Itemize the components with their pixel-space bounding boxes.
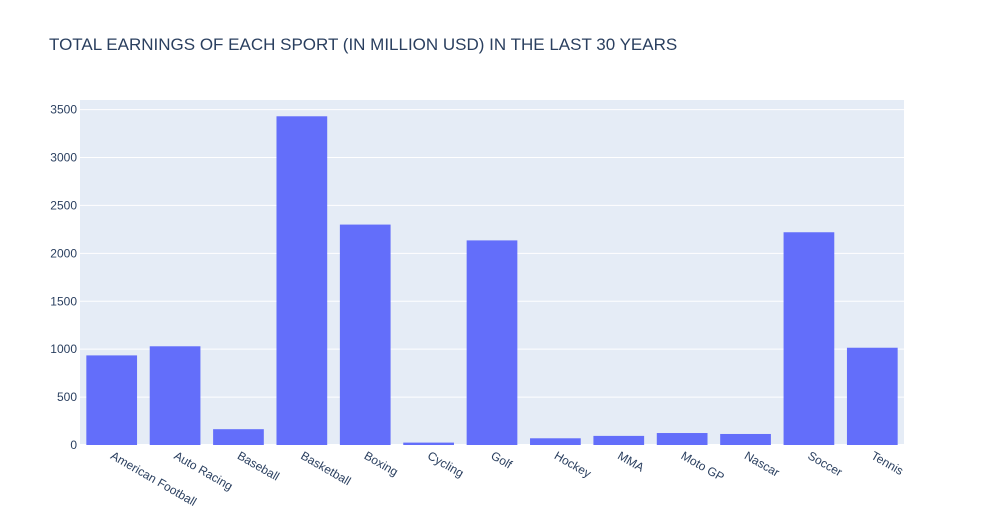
y-tick-label: 0: [70, 438, 77, 452]
bar: [783, 232, 835, 445]
x-tick-label: Soccer: [805, 448, 844, 479]
bar: [720, 433, 771, 445]
bar: [530, 438, 581, 445]
chart-title: TOTAL EARNINGS OF EACH SPORT (IN MILLION…: [49, 35, 677, 54]
bar: [339, 224, 391, 445]
x-tick-label: Golf: [489, 448, 516, 471]
x-tick-label: Moto GP: [679, 448, 727, 484]
y-tick-label: 3000: [50, 151, 77, 165]
x-tick-label: Baseball: [235, 448, 282, 483]
y-tick-label: 500: [57, 390, 77, 404]
x-tick-label: Hockey: [552, 448, 594, 480]
y-axis-tick-labels: 0 500 1000 1500 2000 2500 3000 3500: [50, 103, 77, 452]
x-tick-label: Basketball: [298, 448, 353, 488]
bar: [846, 347, 898, 445]
bar: [276, 116, 328, 446]
bar: [656, 433, 708, 445]
x-tick-label: Cycling: [425, 448, 466, 480]
y-tick-label: 2500: [50, 198, 77, 212]
x-tick-label: Boxing: [362, 448, 401, 478]
bar: [86, 355, 138, 445]
x-tick-label: Tennis: [869, 448, 906, 477]
x-tick-label: MMA: [615, 448, 646, 474]
x-tick-label: Nascar: [742, 448, 782, 479]
bar: [403, 442, 454, 445]
y-tick-label: 1000: [50, 342, 77, 356]
y-tick-label: 3500: [50, 103, 77, 117]
y-tick-label: 1500: [50, 294, 77, 308]
bar: [593, 435, 645, 445]
bars: [86, 116, 898, 446]
y-tick-label: 2000: [50, 246, 77, 260]
bar: [466, 240, 518, 445]
bar: [149, 346, 201, 445]
bar: [213, 429, 264, 445]
